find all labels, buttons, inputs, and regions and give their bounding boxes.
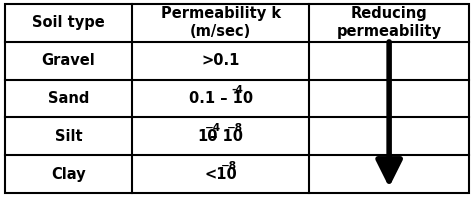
Text: Soil type: Soil type <box>32 15 105 30</box>
Text: -4: -4 <box>232 85 244 95</box>
Text: Permeability k
(m/sec): Permeability k (m/sec) <box>161 6 281 39</box>
Text: Gravel: Gravel <box>42 53 95 68</box>
Text: <10: <10 <box>204 167 237 182</box>
Text: Silt: Silt <box>55 129 82 144</box>
Text: – 10: – 10 <box>205 129 243 144</box>
Text: −4: −4 <box>205 123 221 133</box>
Text: Clay: Clay <box>51 167 86 182</box>
Text: >0.1: >0.1 <box>201 53 240 68</box>
Text: −8: −8 <box>227 123 243 133</box>
Text: Sand: Sand <box>48 91 89 106</box>
Text: Reducing
permeability: Reducing permeability <box>337 6 442 39</box>
Text: −8: −8 <box>221 161 237 171</box>
Text: 0.1 – 10: 0.1 – 10 <box>189 91 253 106</box>
Text: 10: 10 <box>197 129 218 144</box>
